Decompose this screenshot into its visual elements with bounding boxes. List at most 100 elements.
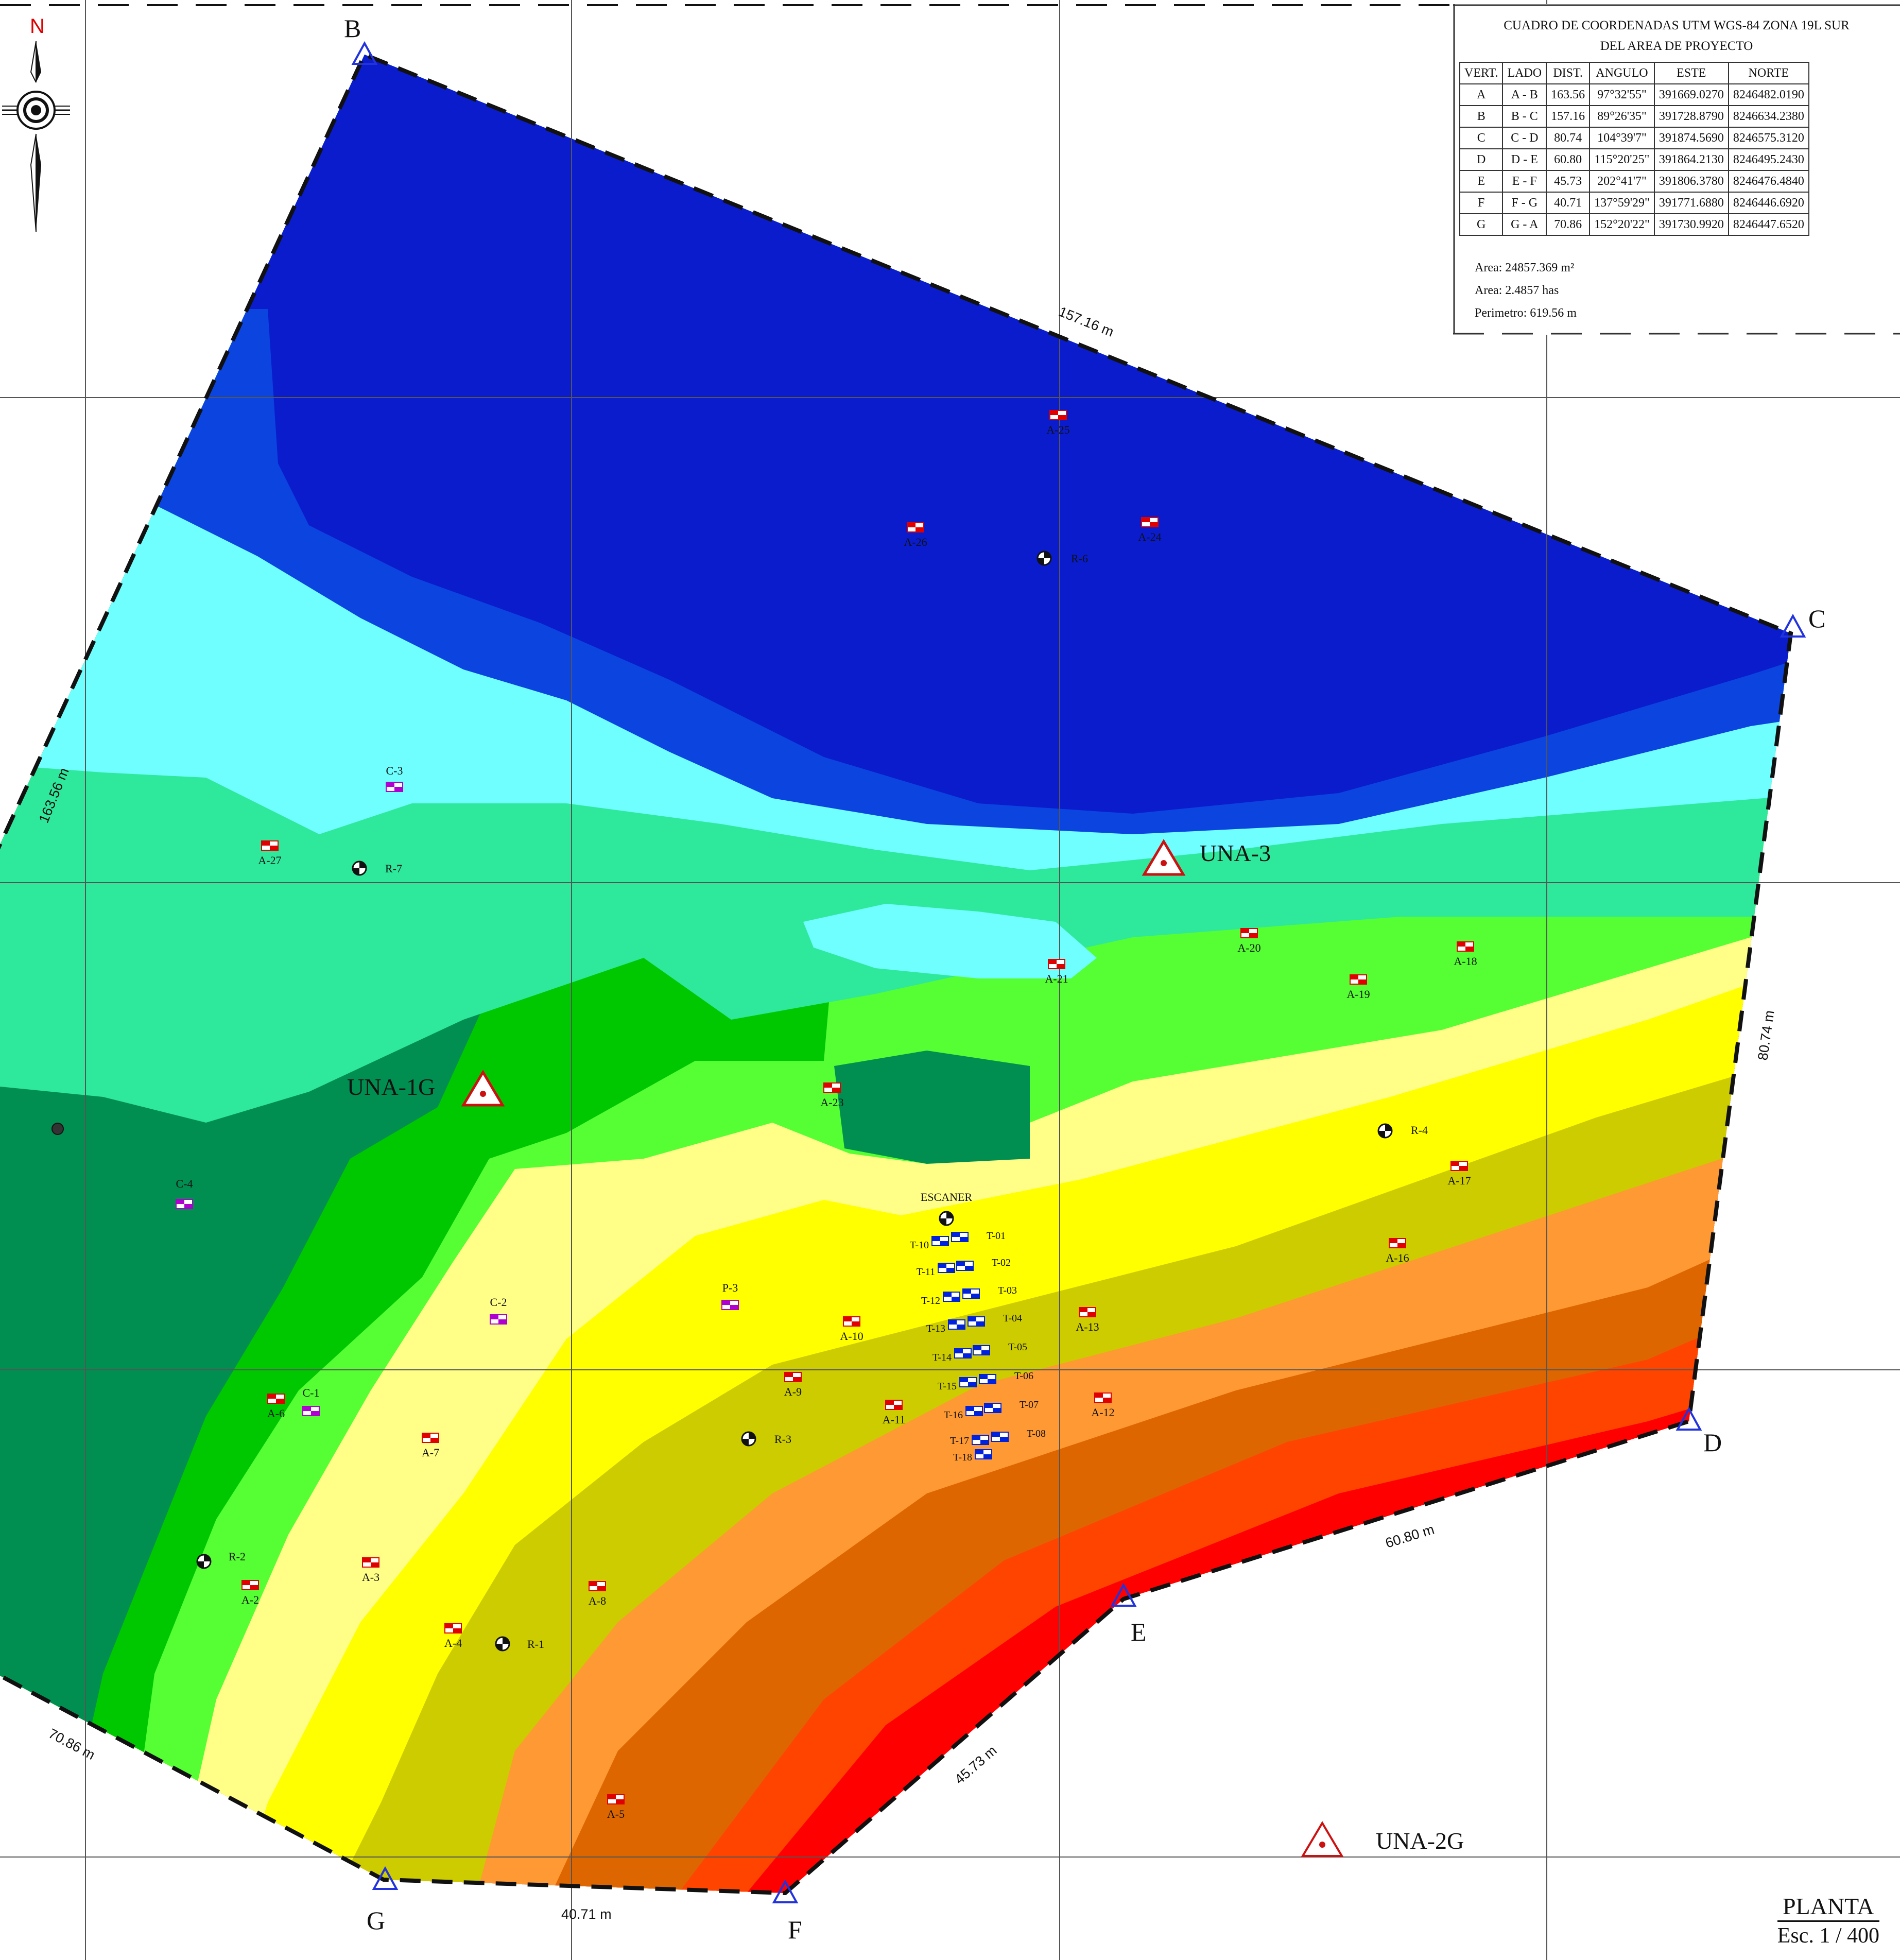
edge-marker-icon <box>51 1123 64 1135</box>
survey-point-label: T-01 <box>987 1230 1006 1242</box>
table-cell: 8246476.4840 <box>1728 170 1809 193</box>
survey-point-t-08: T-08 <box>991 1428 1046 1442</box>
survey-point-label: T-08 <box>1027 1428 1046 1439</box>
area-has: Area: 2.4857 has <box>1475 284 1559 297</box>
side-length-cd: 80.74 m <box>1755 1009 1777 1061</box>
survey-point-label: A-6 <box>267 1407 285 1420</box>
side-length-de: 60.80 m <box>1384 1522 1436 1551</box>
table-cell: 97°32'55" <box>1589 83 1655 106</box>
benchmark-label-una-3: UNA-3 <box>1200 840 1271 866</box>
survey-point-t-18: T-18 <box>953 1449 992 1463</box>
survey-point-a-11: A-11 <box>883 1400 905 1426</box>
survey-point-label: R-6 <box>1071 552 1088 565</box>
plan-title: PLANTA <box>1777 1893 1879 1922</box>
survey-point-label: R-7 <box>385 862 402 875</box>
coordinate-table-header: ANGULO <box>1589 62 1655 84</box>
table-cell: 163.56 <box>1546 83 1591 106</box>
vertex-labels: B C D E F G <box>344 14 1825 1944</box>
benchmark-label-una-2g: UNA-2G <box>1376 1828 1464 1854</box>
coordinate-table-header-row: VERT. LADO DIST. ANGULO ESTE NORTE <box>1459 62 1809 84</box>
table-cell: 391730.9920 <box>1653 213 1729 236</box>
table-cell: 202°41'7" <box>1589 170 1655 193</box>
survey-point-t-06: T-06 <box>979 1370 1033 1384</box>
survey-point-a-27: A-27 <box>258 840 282 867</box>
vertex-b-marker <box>351 41 378 65</box>
coordinate-table-header: NORTE <box>1728 62 1809 84</box>
survey-point-label: A-3 <box>362 1571 379 1584</box>
vertex-g-marker <box>372 1866 399 1890</box>
vertex-label-g: G <box>367 1906 385 1935</box>
survey-point-t-10: T-10 <box>910 1236 949 1251</box>
benchmark-una-1g: UNA-1G <box>347 1070 505 1107</box>
survey-point-a-3: A-3 <box>362 1557 379 1584</box>
area-m2: Area: 24857.369 m² <box>1475 261 1575 274</box>
survey-point-label: T-04 <box>1003 1313 1022 1324</box>
table-cell: 40.71 <box>1546 192 1591 214</box>
survey-point-a-24: A-24 <box>1138 517 1162 543</box>
table-cell: 89°26'35" <box>1589 105 1655 128</box>
survey-point-a-2: A-2 <box>241 1580 259 1606</box>
survey-point-t-01: T-01 <box>951 1230 1006 1242</box>
vertex-d-marker <box>1676 1406 1702 1431</box>
survey-point-r-4: R-4 <box>1377 1123 1428 1139</box>
coordinate-table-header: DIST. <box>1546 62 1591 84</box>
survey-point-a-21: A-21 <box>1045 959 1068 985</box>
survey-point-a-13: A-13 <box>1076 1307 1099 1333</box>
table-cell: 8246447.6520 <box>1728 213 1809 236</box>
side-length-ef: 45.73 m <box>952 1743 999 1787</box>
survey-point-label: T-15 <box>938 1381 957 1392</box>
perimeter: Perimetro: 619.56 m <box>1475 306 1577 320</box>
side-length-fg: 40.71 m <box>561 1906 612 1922</box>
survey-point-label: A-7 <box>422 1446 439 1459</box>
survey-point-label: A-20 <box>1237 941 1260 954</box>
survey-point-t-04: T-04 <box>968 1313 1022 1327</box>
vertex-f-marker <box>772 1879 799 1903</box>
survey-point-label: T-11 <box>917 1266 935 1278</box>
benchmarks: UNA-1G UNA-3 UNA-2G <box>347 839 1464 1857</box>
benchmark-label-una-1g: UNA-1G <box>347 1074 435 1100</box>
survey-point-a-6: A-6 <box>267 1394 285 1420</box>
table-cell: 8246446.6920 <box>1728 192 1809 214</box>
survey-point-a-19: A-19 <box>1346 974 1370 1001</box>
site-boundary <box>0 51 1793 1896</box>
survey-point-a-20: A-20 <box>1237 928 1261 954</box>
table-cell: G - A <box>1502 213 1547 236</box>
survey-point-a-16: A-16 <box>1386 1238 1409 1264</box>
table-cell: B - C <box>1502 105 1547 128</box>
coordinate-table-title-line1: CUADRO DE COORDENADAS UTM WGS-84 ZONA 19… <box>1504 19 1850 32</box>
table-cell: 391771.6880 <box>1653 192 1729 214</box>
survey-point-label: A-8 <box>589 1594 606 1607</box>
table-cell: 137°59'29" <box>1589 192 1655 214</box>
survey-point-label: T-17 <box>950 1435 969 1447</box>
benchmark-una-2g: UNA-2G <box>1301 1821 1464 1857</box>
table-cell: 8246634.2380 <box>1728 105 1809 128</box>
survey-point-label: T-13 <box>926 1323 945 1334</box>
survey-point-label: R-3 <box>774 1433 791 1446</box>
survey-point-label: R-1 <box>527 1638 544 1650</box>
vertex-c-marker <box>1780 613 1806 638</box>
survey-point-label: T-12 <box>921 1295 940 1306</box>
coordinate-table-header: VERT. <box>1459 62 1504 84</box>
survey-point-a-4: A-4 <box>444 1623 462 1649</box>
table-cell: 115°20'25" <box>1589 148 1655 171</box>
vertex-label-b: B <box>344 14 361 43</box>
table-cell: A <box>1459 83 1504 106</box>
survey-point-a-25: A-25 <box>1046 410 1070 436</box>
survey-point-a-26: A-26 <box>904 522 927 548</box>
survey-point-r-7: R-7 <box>352 861 402 876</box>
plan-scale: Esc. 1 / 400 <box>1777 1924 1879 1948</box>
survey-point-label: C-4 <box>176 1177 193 1190</box>
survey-point-label: C-3 <box>386 764 403 777</box>
coordinate-table-title: CUADRO DE COORDENADAS UTM WGS-84 ZONA 19… <box>1453 15 1900 57</box>
table-cell: D - E <box>1502 148 1547 171</box>
survey-point-label: A-19 <box>1346 988 1370 1001</box>
survey-point-label: A-25 <box>1046 423 1069 436</box>
